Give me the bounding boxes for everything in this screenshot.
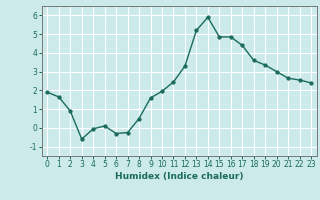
X-axis label: Humidex (Indice chaleur): Humidex (Indice chaleur) [115, 172, 244, 181]
